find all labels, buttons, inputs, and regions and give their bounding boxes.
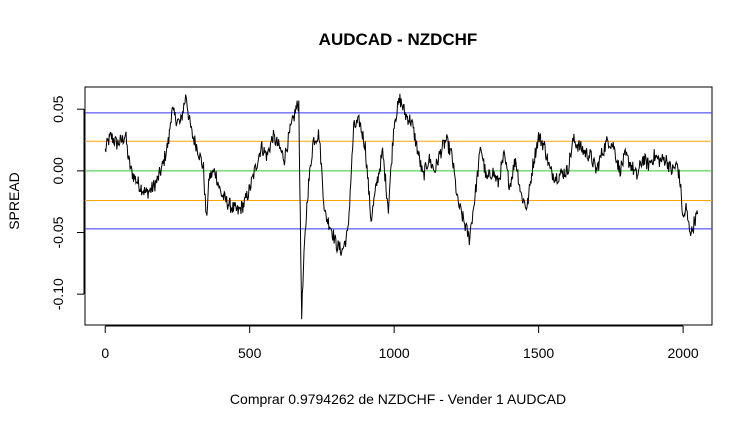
x-tick-label: 0 [101, 345, 109, 361]
y-tick-label: 0.05 [50, 95, 66, 122]
x-axis: 0 500 1000 1500 2000 [101, 325, 699, 361]
y-axis-label: SPREAD [6, 172, 22, 230]
y-tick-label: -0.05 [50, 216, 66, 248]
chart-title: AUDCAD - NZDCHF [319, 30, 478, 49]
x-tick-label: 500 [238, 345, 262, 361]
reference-lines [85, 112, 712, 230]
series-line-0 [104, 93, 699, 320]
y-axis: -0.10 -0.05 0.00 0.05 [50, 95, 85, 310]
y-tick-label: -0.10 [50, 278, 66, 310]
x-axis-label: Comprar 0.9794262 de NZDCHF - Vender 1 A… [230, 391, 566, 407]
x-tick-label: 1000 [379, 345, 410, 361]
x-tick-label: 1500 [523, 345, 554, 361]
y-tick-label: 0.00 [50, 157, 66, 184]
plot-frame [84, 86, 713, 326]
series-layer [104, 93, 699, 320]
x-tick-label: 2000 [668, 345, 699, 361]
